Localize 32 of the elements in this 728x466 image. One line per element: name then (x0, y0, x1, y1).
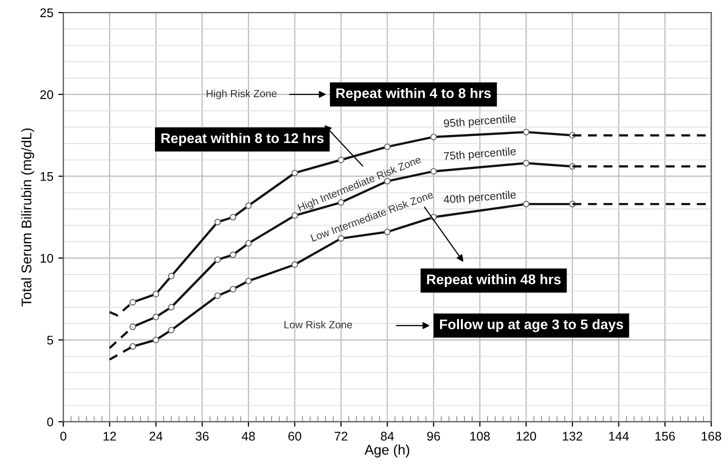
x-tick-label: 60 (288, 432, 302, 441)
y-tick-label: 5 (47, 336, 54, 345)
y-tick-label: 10 (40, 254, 54, 263)
x-tick-label: 156 (656, 432, 675, 441)
y-tick-label: 15 (40, 172, 54, 181)
y-tick-label: 20 (40, 90, 54, 100)
annotation: Repeat within 8 to 12 hrs (161, 132, 324, 146)
x-tick-label: 132 (562, 432, 582, 441)
x-tick-label: 108 (470, 432, 490, 441)
series-label: 95th percentile (444, 114, 516, 130)
series-label: 75th percentile (444, 146, 516, 162)
series-label: 40th percentile (443, 190, 516, 206)
annotation: Repeat within 48 hrs (427, 274, 561, 288)
annotation: Low Risk Zone (284, 320, 352, 328)
x-tick-label: 168 (702, 432, 722, 441)
annotation: Follow up at age 3 to 5 days (440, 319, 624, 332)
x-tick-label: 120 (516, 432, 536, 441)
x-tick-label: 72 (334, 432, 348, 441)
x-tick-label: 144 (609, 432, 629, 441)
annotation: Repeat within 4 to 8 hrs (336, 88, 491, 101)
y-axis-title: Total Serum Bilirubin (mg/dL) (21, 128, 34, 306)
x-tick-label: 36 (196, 432, 209, 441)
x-tick-label: 12 (104, 432, 116, 441)
y-tick-label: 25 (40, 8, 54, 18)
x-axis-title: Age (h) (364, 444, 410, 458)
x-tick-label: 24 (150, 432, 162, 441)
annotation: High Risk Zone (206, 90, 277, 100)
x-tick-label: 96 (427, 432, 440, 441)
y-tick-label: 0 (47, 418, 54, 426)
x-tick-label: 48 (242, 432, 255, 441)
x-tick-label: 84 (380, 432, 394, 441)
x-tick-label: 0 (60, 432, 66, 441)
